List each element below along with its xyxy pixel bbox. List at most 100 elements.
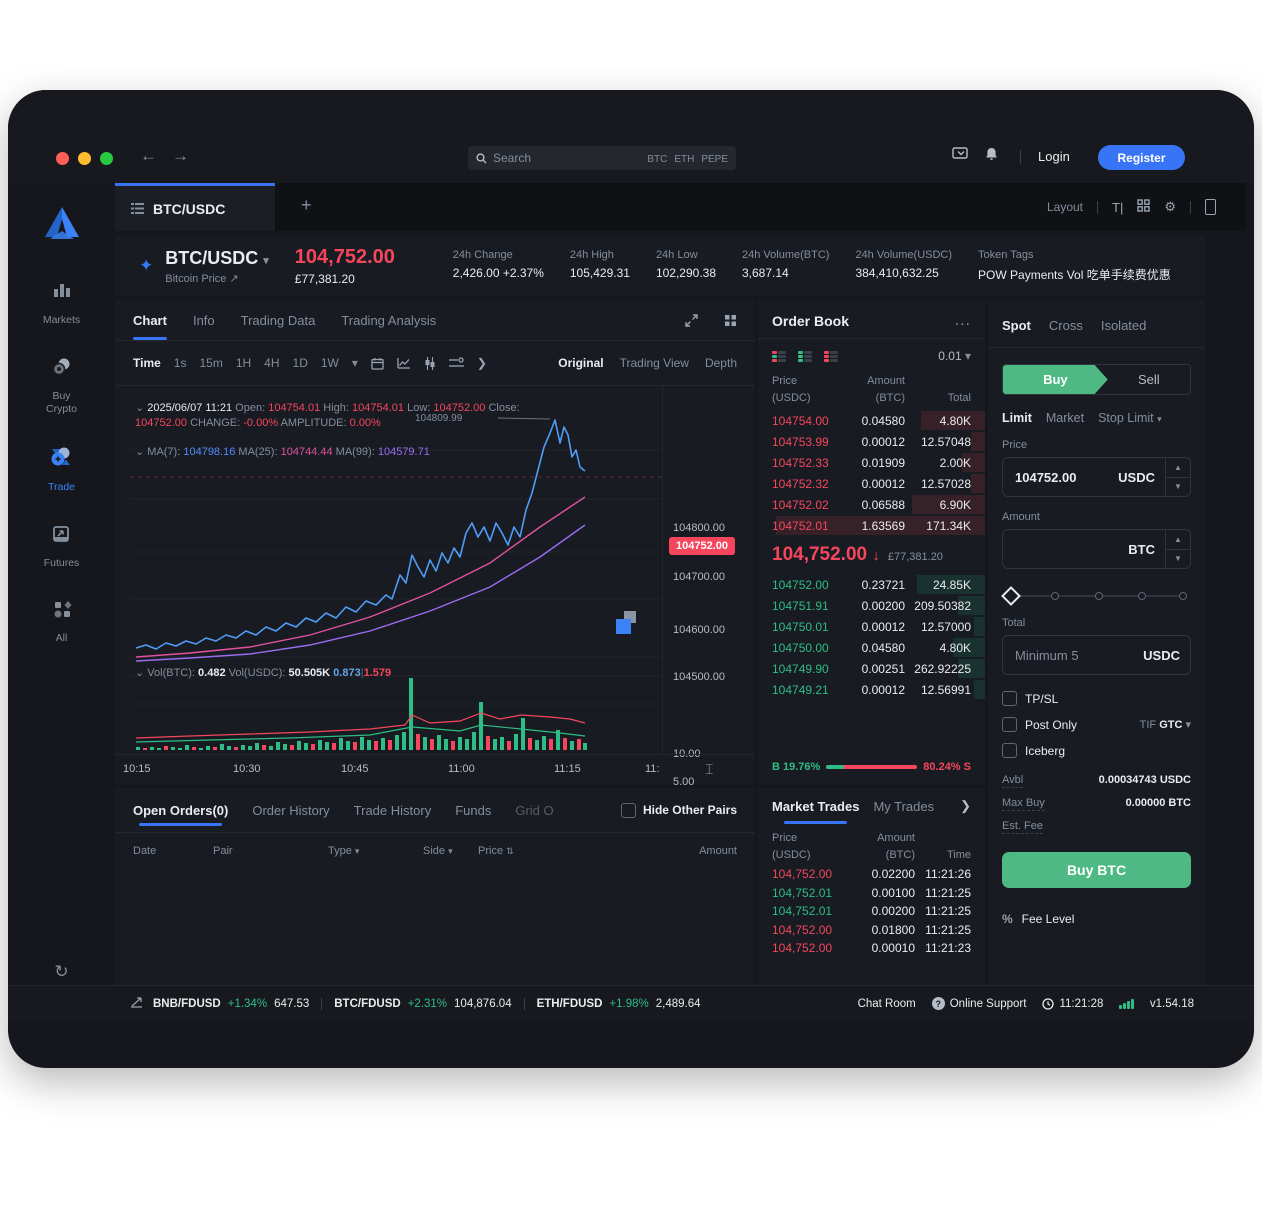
line-chart-icon[interactable] [397, 357, 411, 369]
order-book-bid-row[interactable]: 104749.21 0.00012 12.56991 [758, 679, 985, 700]
ob-view-both-icon[interactable] [772, 350, 786, 362]
footer-pair[interactable]: BNB/FDUSD +1.34% 647.53 [153, 998, 309, 1010]
view-depth[interactable]: Depth [704, 356, 737, 370]
order-book-mid[interactable]: 104,752.00 ↓ £77,381.20 [772, 544, 943, 565]
ob-view-asks-icon[interactable] [824, 350, 838, 362]
time-label[interactable]: Time [133, 356, 161, 370]
traffic-minimize-button[interactable] [78, 152, 91, 165]
margin-tab-spot[interactable]: Spot [1002, 318, 1031, 333]
tab-market-trades[interactable]: Market Trades [772, 788, 859, 824]
tif-select[interactable]: TIF GTC ▾ [1139, 719, 1191, 731]
view-original[interactable]: Original [558, 356, 604, 370]
orders-tab-order-history[interactable]: Order History [252, 802, 330, 818]
order-book-bid-row[interactable]: 104750.01 0.00012 12.57000 [758, 616, 985, 637]
price-step-up[interactable]: ▲ [1166, 458, 1190, 478]
app-logo[interactable] [41, 205, 83, 248]
interval-caret-icon[interactable]: ▾ [351, 356, 358, 370]
sidebar-item-buy-crypto[interactable]: Buy Crypto [46, 355, 77, 417]
order-book-ask-row[interactable]: 104754.00 0.04580 4.80K [758, 410, 985, 431]
sell-tab[interactable]: Sell [1138, 372, 1160, 387]
orders-tab-grid-o[interactable]: Grid O [515, 802, 554, 818]
vol-collapse-icon[interactable]: ⌄ [135, 667, 148, 679]
chart-tab-info[interactable]: Info [192, 312, 215, 328]
tab-btc-usdc[interactable]: BTC/USDC [115, 183, 275, 231]
indicator-icon[interactable] [448, 357, 464, 369]
order-book-ask-row[interactable]: 104752.33 0.01909 2.00K [758, 452, 985, 473]
sidebar-item-markets[interactable]: Markets [43, 279, 80, 328]
mobile-app-icon[interactable] [1205, 199, 1216, 215]
postonly-checkbox[interactable] [1002, 717, 1017, 732]
interval-15m[interactable]: 15m [199, 356, 223, 370]
buy-tab[interactable]: Buy [1003, 365, 1108, 394]
traffic-close-button[interactable] [56, 152, 69, 165]
pair-block[interactable]: BTC/USDC ▾ Bitcoin Price ↗ [165, 248, 269, 285]
candlestick-icon[interactable] [424, 356, 436, 370]
chart-tab-trading-analysis[interactable]: Trading Analysis [341, 312, 437, 328]
sidebar-item-all[interactable]: All [50, 597, 74, 646]
margin-tab-isolated[interactable]: Isolated [1100, 318, 1147, 333]
orders-tab-trade-history[interactable]: Trade History [353, 802, 432, 818]
notification-bell-icon[interactable] [984, 147, 999, 164]
forward-button[interactable]: → [172, 146, 189, 165]
more-tools-chevron-icon[interactable]: ❯ [476, 356, 487, 370]
ob-precision-select[interactable]: 0.01 ▾ [938, 349, 971, 363]
trades-expand-icon[interactable]: ❯ [960, 798, 971, 813]
orders-tab-open-orders-0-[interactable]: Open Orders(0) [133, 788, 228, 832]
price-chart[interactable] [130, 405, 662, 755]
search-token[interactable]: PEPE [701, 154, 728, 165]
order-book-ask-row[interactable]: 104752.02 0.06588 6.90K [758, 494, 985, 515]
settings-gear-icon[interactable]: ⚙ [1164, 199, 1176, 214]
price-step-down[interactable]: ▼ [1174, 482, 1182, 492]
order-book-bid-row[interactable]: 104752.00 0.23721 24.85K [758, 574, 985, 595]
order-book-bid-row[interactable]: 104749.90 0.00251 262.92225 [758, 658, 985, 679]
expand-chart-icon[interactable] [685, 313, 698, 327]
order-book-ask-row[interactable]: 104753.99 0.00012 12.57048 [758, 431, 985, 452]
sidebar-item-futures[interactable]: Futures [44, 522, 79, 571]
margin-tab-cross[interactable]: Cross [1048, 318, 1083, 333]
market-trade-row[interactable]: 104,752.01 0.00200 11:21:25 [758, 902, 985, 921]
order-book-bid-row[interactable]: 104750.00 0.04580 4.80K [758, 637, 985, 658]
market-trade-row[interactable]: 104,752.00 0.00010 11:21:23 [758, 939, 985, 958]
interval-4H[interactable]: 4H [264, 356, 280, 370]
ma-collapse-icon[interactable]: ⌄ [135, 446, 148, 458]
order-book-ask-row[interactable]: 104752.01 1.63569 171.34K [758, 515, 985, 536]
chart-tab-trading-data[interactable]: Trading Data [240, 312, 316, 328]
chart-grid-icon[interactable] [724, 314, 737, 327]
register-button[interactable]: Register [1098, 145, 1185, 170]
price-axis[interactable]: 104800.00 104752.00 104700.00 104600.00 … [662, 385, 756, 788]
total-input[interactable]: Minimum 5 USDC [1002, 635, 1191, 675]
add-tab-button[interactable]: + [301, 195, 312, 215]
pair-caret-icon[interactable]: ▾ [263, 254, 269, 267]
amount-step-down[interactable]: ▼ [1174, 554, 1182, 564]
layout-label[interactable]: Layout [1046, 200, 1084, 214]
fee-level[interactable]: % Fee Level [1002, 912, 1075, 926]
interval-1D[interactable]: 1D [292, 356, 308, 370]
amount-input[interactable]: BTC ▲ ▼ [1002, 529, 1191, 569]
back-button[interactable]: ← [140, 146, 157, 165]
tpsl-checkbox[interactable] [1002, 691, 1017, 706]
footer-pair[interactable]: ETH/FDUSD +1.98% 2,489.64 [537, 998, 701, 1010]
orders-tab-funds[interactable]: Funds [455, 802, 492, 818]
tab-my-trades[interactable]: My Trades [873, 798, 935, 814]
login-link[interactable]: Login [1038, 149, 1070, 164]
market-trade-row[interactable]: 104,752.00 0.01800 11:21:25 [758, 921, 985, 940]
ob-view-bids-icon[interactable] [798, 350, 812, 362]
orders-header-price[interactable]: Price ⇅ [478, 845, 514, 857]
hide-other-pairs-checkbox[interactable] [620, 802, 636, 818]
market-trade-row[interactable]: 104,752.00 0.02200 11:21:26 [758, 865, 985, 884]
footer-pair[interactable]: BTC/FDUSD +2.31% 104,876.04 [334, 998, 511, 1010]
order-type-limit[interactable]: Limit [1002, 411, 1032, 425]
view-trading-view[interactable]: Trading View [619, 356, 689, 370]
traffic-zoom-button[interactable] [100, 152, 113, 165]
ohlc-collapse-icon[interactable]: ⌄ [135, 402, 148, 414]
buy-btc-button[interactable]: Buy BTC [1002, 852, 1191, 888]
amount-step-up[interactable]: ▲ [1166, 530, 1190, 550]
amount-slider[interactable] [1001, 586, 1187, 606]
interval-1H[interactable]: 1H [235, 356, 252, 370]
slider-handle[interactable] [1001, 586, 1021, 606]
iceberg-checkbox[interactable] [1002, 743, 1017, 758]
order-type-stop-limit[interactable]: Stop Limit ▾ [1098, 411, 1162, 425]
orders-header-side[interactable]: Side ▾ [423, 845, 453, 857]
refresh-icon[interactable]: ↻ [54, 962, 69, 981]
stat-value[interactable]: POW Payments Vol 吃单手续费优惠 [978, 268, 1171, 282]
